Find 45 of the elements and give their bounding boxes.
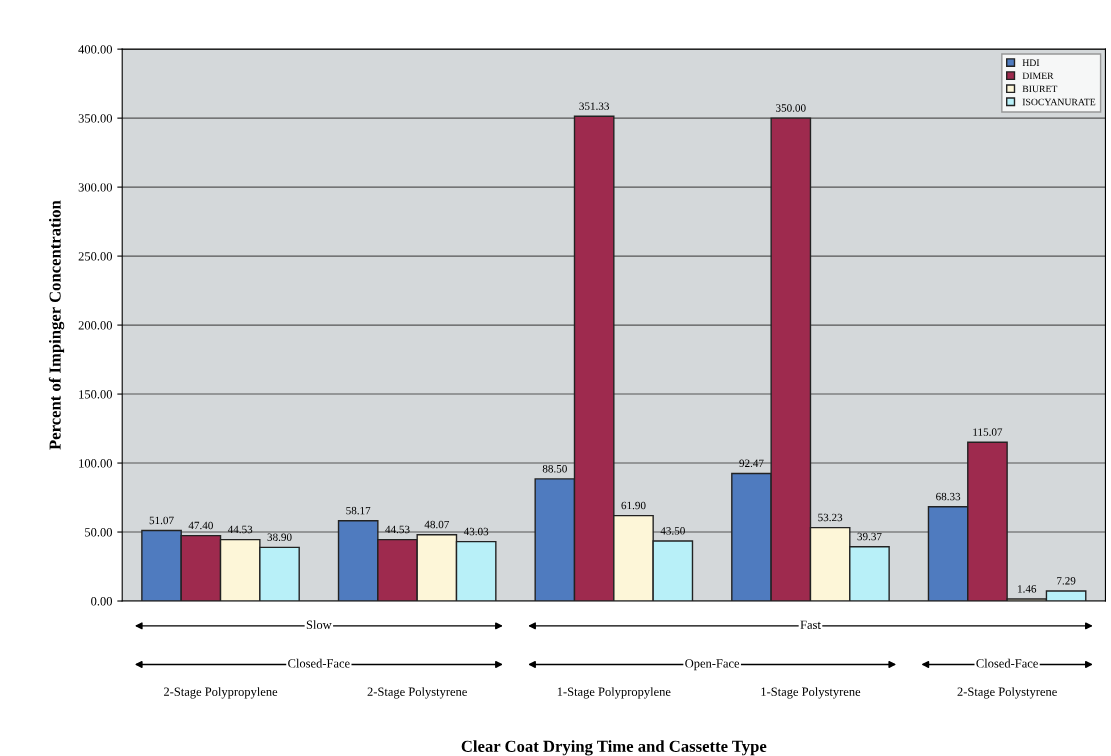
data-label: 68.33 [936,492,961,501]
x-tick-label: 1-Stage Polystyrene [761,687,861,699]
data-label: 88.50 [542,464,567,473]
x-tick-label: 2-Stage Polypropylene [163,687,278,699]
data-label: 1.46 [1018,585,1037,593]
data-label: 61.90 [621,501,646,510]
data-label: 351.33 [579,102,610,110]
legend-label: BIURET [1022,85,1058,93]
text: Slow [306,620,332,629]
y-tick-label: 400.00 [78,45,113,54]
data-label: 350.00 [776,104,806,112]
y-tick-label: 250.00 [78,252,113,261]
text: Fast [800,620,821,629]
y-tick-label: 0.00 [91,597,113,606]
x-axis-title: Clear Coat Drying Time and Cassette Type [461,740,767,756]
data-label: 53.23 [818,513,843,522]
data-label: 43.50 [660,527,685,535]
data-label: 7.29 [1057,577,1076,585]
x-tick-label: 2-Stage Polystyrene [957,687,1057,699]
data-label: 115.07 [973,428,1003,436]
data-label: 48.07 [424,520,450,529]
y-tick-label: 150.00 [79,390,113,399]
y-tick-label: 100.00 [79,459,113,468]
data-label: 39.37 [857,532,882,541]
y-tick-label: 50.00 [85,528,113,537]
y-tick-label: 300.00 [78,183,113,192]
legend-label: HDI [1022,59,1040,66]
text: Open-Face [685,659,740,671]
x-tick-label: 1-Stage Polypropylene [557,687,671,699]
data-label: 38.90 [267,533,292,541]
text: Closed-Face [976,658,1038,668]
text: Closed-Face [288,658,350,668]
data-label: 44.53 [385,525,410,534]
data-label: 44.53 [227,525,253,534]
data-label: 58.17 [346,506,371,515]
data-label: 51.07 [149,516,174,525]
legend-label: ISOCYANURATE [1022,98,1096,106]
y-tick-label: 350.00 [78,114,113,123]
y-tick-label: 200.00 [78,321,113,330]
data-label: 47.40 [188,521,213,530]
legend-label: DIMER [1022,72,1054,80]
data-label: 43.03 [463,527,489,536]
y-axis-title: Percent of Impinger Concentration [48,200,65,450]
x-tick-label: 2-Stage Polystyrene [367,687,467,699]
data-label: 92.47 [739,459,764,468]
